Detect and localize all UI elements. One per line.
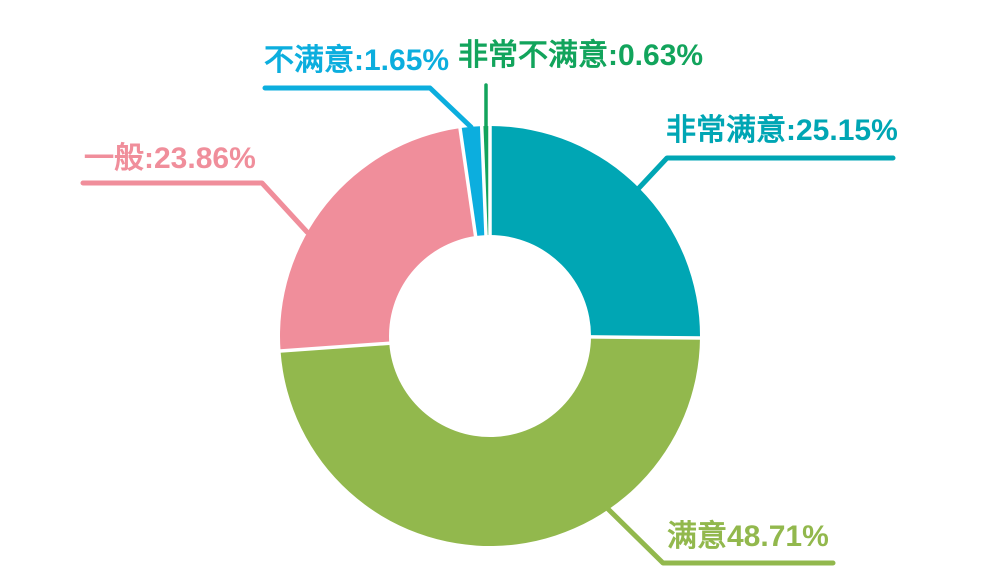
slice-separators — [278, 124, 703, 353]
chart-label-dissatisfied: 不满意:1.65% — [264, 44, 450, 77]
chart-label-satisfied: 满意48.71% — [667, 520, 829, 553]
leader-lines — [80, 83, 896, 566]
chart-label-very-dissatisfied: 非常不满意:0.63% — [458, 39, 704, 72]
leader-line-very-satisfied — [635, 155, 896, 192]
leader-line-neutral — [80, 180, 310, 235]
slice-separator — [458, 125, 478, 239]
leader-line-satisfied — [604, 505, 836, 566]
leader-line-dissatisfied — [262, 85, 474, 130]
slice-neutral[interactable] — [280, 128, 476, 352]
slice-separator — [588, 335, 703, 340]
slice-separator — [479, 124, 488, 238]
slice-dissatisfied[interactable] — [460, 126, 487, 237]
chart-label-neutral: 一般:23.86% — [84, 142, 256, 175]
donut-ring — [280, 126, 700, 546]
chart-label-very-satisfied: 非常满意:25.15% — [666, 114, 898, 147]
slice-satisfied[interactable] — [280, 336, 700, 546]
slice-separator — [278, 341, 392, 353]
slice-very-satisfied[interactable] — [490, 126, 700, 338]
